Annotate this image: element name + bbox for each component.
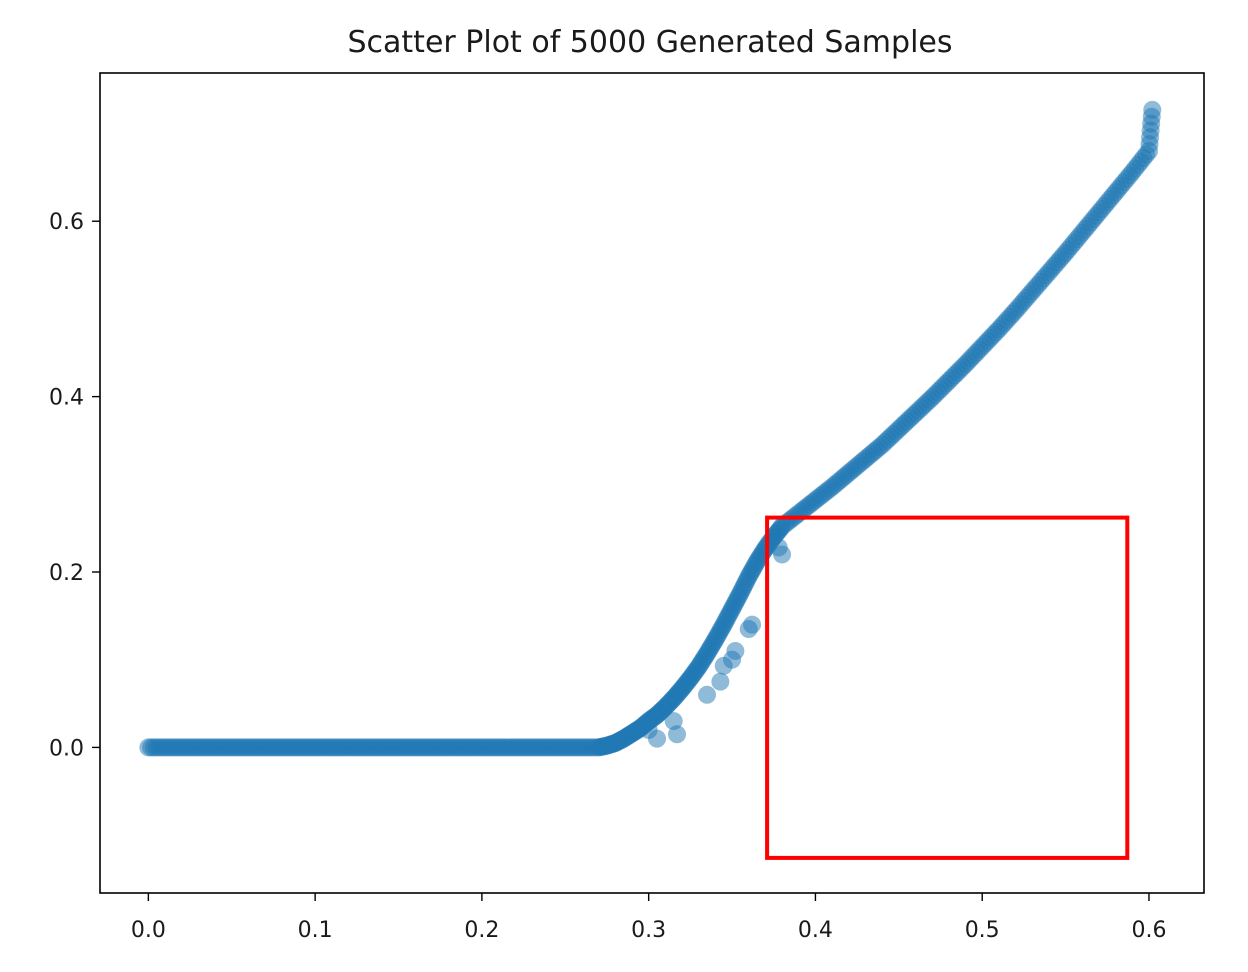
y-tick-label: 0.6 (49, 210, 84, 235)
y-tick-label: 0.4 (49, 386, 84, 411)
scatter-points (139, 100, 1162, 757)
scatter-point (769, 538, 788, 557)
x-tick-label: 0.4 (798, 918, 833, 943)
scatter-point (711, 672, 730, 691)
scatter-point (668, 725, 687, 744)
x-tick-label: 0.6 (1131, 918, 1166, 943)
scatter-point (743, 615, 762, 634)
x-tick-label: 0.0 (131, 918, 166, 943)
y-tick-label: 0.0 (49, 736, 84, 761)
scatter-point (726, 641, 745, 660)
scatter-point (1143, 100, 1162, 119)
x-tick-label: 0.1 (298, 918, 333, 943)
x-tick-label: 0.2 (464, 918, 499, 943)
x-tick-label: 0.3 (631, 918, 666, 943)
scatter-point (698, 685, 717, 704)
y-tick-label: 0.2 (49, 561, 84, 586)
y-axis: 0.0 0.2 0.4 0.6 (49, 210, 100, 761)
x-axis: 0.0 0.1 0.2 0.3 0.4 0.5 0.6 (131, 893, 1166, 943)
chart-title: Scatter Plot of 5000 Generated Samples (348, 25, 953, 60)
annotation-layer (765, 515, 1130, 860)
highlight-rectangle (765, 515, 1130, 860)
scatter-point (648, 729, 666, 748)
axes-frame (99, 72, 1205, 894)
x-tick-label: 0.5 (965, 918, 1000, 943)
